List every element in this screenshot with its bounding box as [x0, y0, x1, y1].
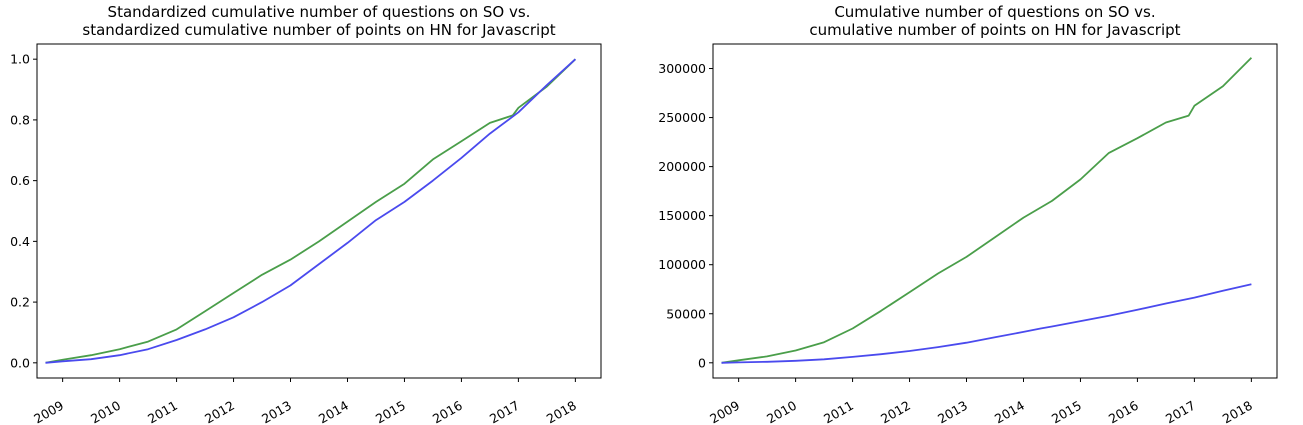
chart-right-y-tick-label: 300000: [658, 61, 706, 76]
chart-left-x-tick-label: 2016: [430, 398, 465, 425]
chart-left-x-tick-label: 2009: [31, 398, 66, 425]
chart-right-series-2-line: [721, 283, 1252, 364]
chart-right-title-line-2: cumulative number of points on HN for Ja…: [809, 21, 1180, 39]
chart-left: Standardized cumulative number of questi…: [10, 3, 602, 425]
chart-right-x-tick-label: 2016: [1106, 398, 1141, 425]
chart-left-y-tick-label: 1.0: [10, 52, 30, 67]
chart-left-y-tick-label: 0.2: [10, 295, 30, 310]
chart-right-x-tick-label: 2010: [764, 398, 799, 425]
chart-right-x-tick-label: 2011: [821, 398, 856, 425]
chart-right-y-tick-label: 100000: [658, 257, 706, 272]
chart-left-series-2-line: [45, 58, 577, 364]
chart-left-x-tick-label: 2012: [202, 398, 237, 425]
chart-left-x-tick-label: 2010: [88, 398, 123, 425]
chart-right-x-tick-label: 2009: [707, 398, 742, 425]
chart-left-x-tick-label: 2011: [145, 398, 180, 425]
chart-left-x-tick-label: 2017: [487, 398, 522, 425]
chart-right-y-tick-label: 150000: [658, 208, 706, 223]
chart-left-axes-frame: [36, 43, 602, 379]
chart-left-title-line-1: Standardized cumulative number of questi…: [108, 3, 531, 21]
chart-right-series-1-line: [721, 57, 1253, 364]
chart-right-y-tick-label: 200000: [658, 159, 706, 174]
chart-right-x-tick-label: 2013: [935, 398, 970, 425]
chart-left-x-tick-label: 2015: [373, 398, 408, 425]
chart-left-x-tick-label: 2013: [259, 398, 294, 425]
chart-right-x-tick-label: 2012: [878, 398, 913, 425]
chart-right-x-tick-label: 2017: [1163, 398, 1198, 425]
chart-right-y-tick-label: 0: [698, 355, 706, 370]
chart-left-y-tick-label: 0.8: [10, 112, 30, 127]
chart-right-x-tick-label: 2014: [992, 398, 1027, 425]
chart-left-x-tick-label: 2018: [544, 398, 579, 425]
chart-right-x-tick-label: 2018: [1220, 398, 1255, 425]
chart-right-y-tick-label: 250000: [658, 110, 706, 125]
chart-left-y-tick-label: 0.0: [10, 355, 30, 370]
chart-right: Cumulative number of questions on SO vs.…: [658, 3, 1278, 425]
chart-left-series-1-line: [45, 58, 577, 364]
chart-left-x-tick-label: 2014: [316, 398, 351, 425]
chart-right-title-line-1: Cumulative number of questions on SO vs.: [834, 3, 1155, 21]
chart-right-x-tick-label: 2015: [1049, 398, 1084, 425]
chart-right-axes-frame: [712, 43, 1278, 379]
chart-left-y-tick-label: 0.6: [10, 173, 30, 188]
chart-right-y-tick-label: 50000: [666, 306, 706, 321]
chart-left-y-tick-label: 0.4: [10, 234, 30, 249]
chart-left-title-line-2: standardized cumulative number of points…: [82, 21, 555, 39]
